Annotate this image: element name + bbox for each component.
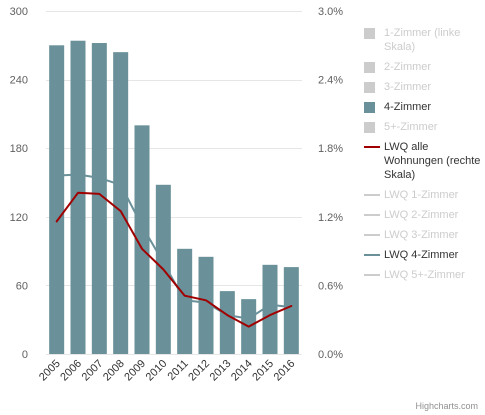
x-axis-tick-label: 2005 (37, 358, 63, 384)
left-axis-tick-label: 240 (10, 75, 28, 87)
bar-2011[interactable] (177, 248, 193, 354)
bar-2012[interactable] (198, 256, 214, 354)
x-axis-tick-label: 2014 (229, 358, 255, 384)
legend-square-icon (364, 60, 384, 74)
line-lwq-alle-wohnungen-rechte-skala[interactable] (55, 191, 293, 328)
x-axis-tick-label: 2011 (166, 358, 191, 383)
legend-line-mark (364, 194, 380, 196)
legend-label: LWQ 5+-Zimmer (384, 269, 465, 281)
legend-item[interactable]: LWQ 2-Zimmer (364, 208, 482, 222)
legend-label: LWQ 2-Zimmer (384, 209, 459, 221)
legend-item[interactable]: LWQ 1-Zimmer (364, 188, 482, 202)
left-axis-tick-label: 120 (10, 212, 28, 224)
legend-line-icon (364, 140, 384, 154)
legend-square-mark (364, 81, 375, 93)
x-axis-tick-label: 2006 (58, 358, 84, 384)
right-axis-tick-label: 0.0% (318, 349, 343, 361)
legend-line-icon (364, 228, 384, 242)
credits-text[interactable]: Highcharts.com (415, 401, 478, 411)
legend-item[interactable]: 5+-Zimmer (364, 120, 482, 134)
bar-2008[interactable] (113, 52, 129, 354)
legend-square-mark (364, 61, 375, 73)
legend-line-icon (364, 188, 384, 202)
left-axis-tick-label: 300 (10, 6, 28, 18)
legend-label: 5+-Zimmer (384, 121, 438, 133)
legend-square-icon (364, 80, 384, 94)
legend-line-mark (364, 214, 380, 216)
legend-item[interactable]: LWQ 4-Zimmer (364, 248, 482, 262)
bar-2016[interactable] (283, 267, 299, 354)
legend-square-mark (364, 27, 375, 39)
legend-square-mark (364, 121, 375, 133)
x-axis-tick-label: 2012 (186, 358, 212, 384)
legend-square-icon (364, 100, 384, 114)
legend-item[interactable]: LWQ alle Wohnungen (rechte Skala) (364, 140, 482, 182)
x-axis-tick-label: 2010 (144, 358, 170, 384)
left-axis-labels: 0 60 120 180 240 300 (10, 6, 28, 361)
right-axis-labels: 0.0% 0.6% 1.2% 1.8% 2.4% 3.0% (318, 6, 343, 361)
legend-label: 4-Zimmer (384, 101, 432, 113)
bar-2013[interactable] (219, 291, 235, 354)
legend-item[interactable]: LWQ 5+-Zimmer (364, 268, 482, 282)
legend-label: LWQ 3-Zimmer (384, 229, 459, 241)
line-series-group[interactable] (55, 173, 293, 328)
legend-line-mark (364, 274, 380, 276)
legend-item[interactable]: LWQ 3-Zimmer (364, 228, 482, 242)
legend-item[interactable]: 2-Zimmer (364, 60, 482, 74)
legend-line-mark (364, 254, 380, 256)
legend-label: 3-Zimmer (384, 81, 432, 93)
x-axis-tick-label: 2013 (208, 358, 234, 384)
left-axis-tick-label: 0 (22, 349, 28, 361)
gridlines (46, 11, 302, 355)
x-axis-labels: 2005200620072008200920102011201220132014… (37, 358, 297, 384)
x-axis-tick-label: 2007 (80, 358, 106, 384)
legend-item[interactable]: 3-Zimmer (364, 80, 482, 94)
left-axis-tick-label: 180 (10, 143, 28, 155)
right-axis-tick-label: 0.6% (318, 280, 343, 292)
legend: 1-Zimmer (linke Skala) 2-Zimmer 3-Zimmer 4-… (364, 26, 482, 288)
legend-item[interactable]: 4-Zimmer (364, 100, 482, 114)
legend-square-icon (364, 120, 384, 134)
legend-label: LWQ 1-Zimmer (384, 189, 459, 201)
legend-item[interactable]: 1-Zimmer (linke Skala) (364, 26, 482, 54)
bar-2015[interactable] (262, 264, 278, 354)
x-axis-tick-label: 2009 (122, 358, 148, 384)
right-axis-tick-label: 3.0% (318, 6, 343, 18)
legend-square-icon (364, 26, 384, 40)
right-axis-tick-label: 1.8% (318, 143, 343, 155)
x-axis-tick-label: 2016 (272, 358, 298, 384)
x-axis-tick-label: 2008 (101, 358, 127, 384)
right-axis-tick-label: 2.4% (318, 75, 343, 87)
legend-square-mark (364, 101, 375, 113)
bar-2006[interactable] (70, 40, 86, 355)
legend-line-icon (364, 248, 384, 262)
left-axis-tick-label: 60 (16, 280, 28, 292)
legend-line-mark (364, 234, 380, 236)
bar-2009[interactable] (134, 125, 150, 354)
legend-line-icon (364, 268, 384, 282)
bar-series-4-zimmer[interactable] (49, 40, 299, 355)
legend-line-icon (364, 208, 384, 222)
x-axis-tick-label: 2015 (250, 358, 276, 384)
legend-label: 2-Zimmer (384, 61, 432, 73)
legend-label: 1-Zimmer (linke Skala) (384, 27, 461, 53)
legend-label: LWQ 4-Zimmer (384, 249, 459, 261)
right-axis-tick-label: 1.2% (318, 212, 343, 224)
legend-label: LWQ alle Wohnungen (rechte Skala) (384, 141, 481, 181)
bar-2005[interactable] (49, 45, 65, 355)
legend-line-mark (364, 146, 380, 148)
bar-2007[interactable] (91, 43, 107, 354)
